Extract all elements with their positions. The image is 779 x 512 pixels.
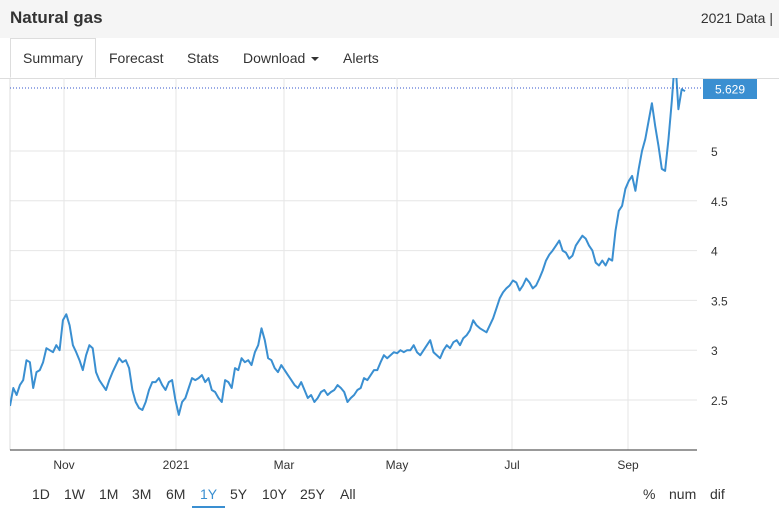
x-tick-label: Sep (617, 458, 639, 472)
range-selector: 1D 1W 1M 3M 6M 1Y 5Y 10Y 25Y All% num dif (0, 478, 779, 512)
tab-download-label: Download (243, 50, 306, 66)
tab-stats-label: Stats (187, 50, 219, 66)
range-button-6m[interactable]: 6M (166, 486, 186, 502)
y-tick-label: 4 (711, 245, 718, 259)
tab-alerts[interactable]: Alerts (343, 38, 379, 78)
range-button-1y[interactable]: 1Y (192, 482, 226, 508)
range-button-3m[interactable]: 3M (132, 486, 152, 502)
x-tick-label: Mar (274, 458, 295, 472)
x-tick-label: 2021 (163, 458, 190, 472)
current-value-label: 5.629 (715, 83, 745, 97)
y-tick-label: 3.5 (711, 294, 728, 308)
series-group (10, 78, 686, 416)
tab-bar: Summary Forecast Stats Download Alerts (0, 38, 779, 79)
tab-alerts-label: Alerts (343, 50, 379, 66)
title-bar: Natural gas 2021 Data | (0, 0, 779, 39)
range-button-25y[interactable]: 25Y (300, 486, 325, 502)
mode-option-num[interactable]: num (669, 486, 697, 502)
tab-forecast-label: Forecast (109, 50, 164, 66)
y-tick-label: 3 (711, 344, 718, 358)
y-tick-label: 4.5 (711, 195, 728, 209)
y-tick-label: 5 (711, 145, 718, 159)
tab-summary-label: Summary (23, 50, 83, 66)
tab-summary[interactable]: Summary (10, 38, 96, 78)
page-title: Natural gas (10, 8, 103, 27)
range-button-10y[interactable]: 10Y (262, 486, 287, 502)
range-button-1w[interactable]: 1W (64, 486, 85, 502)
price-chart[interactable]: 2.5 3 3.5 4 4.5 5 Nov 2021 Mar May Jul Sep 5.629 (0, 78, 779, 476)
range-button-1d[interactable]: 1D (32, 486, 50, 502)
tab-download[interactable]: Download (243, 38, 320, 78)
mode-option-dif[interactable]: dif (710, 486, 725, 502)
tab-forecast[interactable]: Forecast (109, 38, 163, 78)
range-button-all[interactable]: All (340, 486, 356, 502)
current-value-badge (703, 79, 757, 99)
data-year-label: 2021 Data | (700, 10, 773, 26)
x-tick-label: May (386, 458, 409, 472)
x-tick-label: Jul (504, 458, 519, 472)
price-line (10, 78, 686, 416)
mode-option-percent[interactable]: % (643, 486, 656, 502)
x-tick-label: Nov (53, 458, 74, 472)
tab-stats[interactable]: Stats (187, 38, 219, 78)
range-button-5y[interactable]: 5Y (230, 486, 248, 502)
range-button-1m[interactable]: 1M (99, 486, 119, 502)
y-tick-label: 2.5 (711, 394, 728, 408)
caret-down-icon (311, 57, 320, 62)
